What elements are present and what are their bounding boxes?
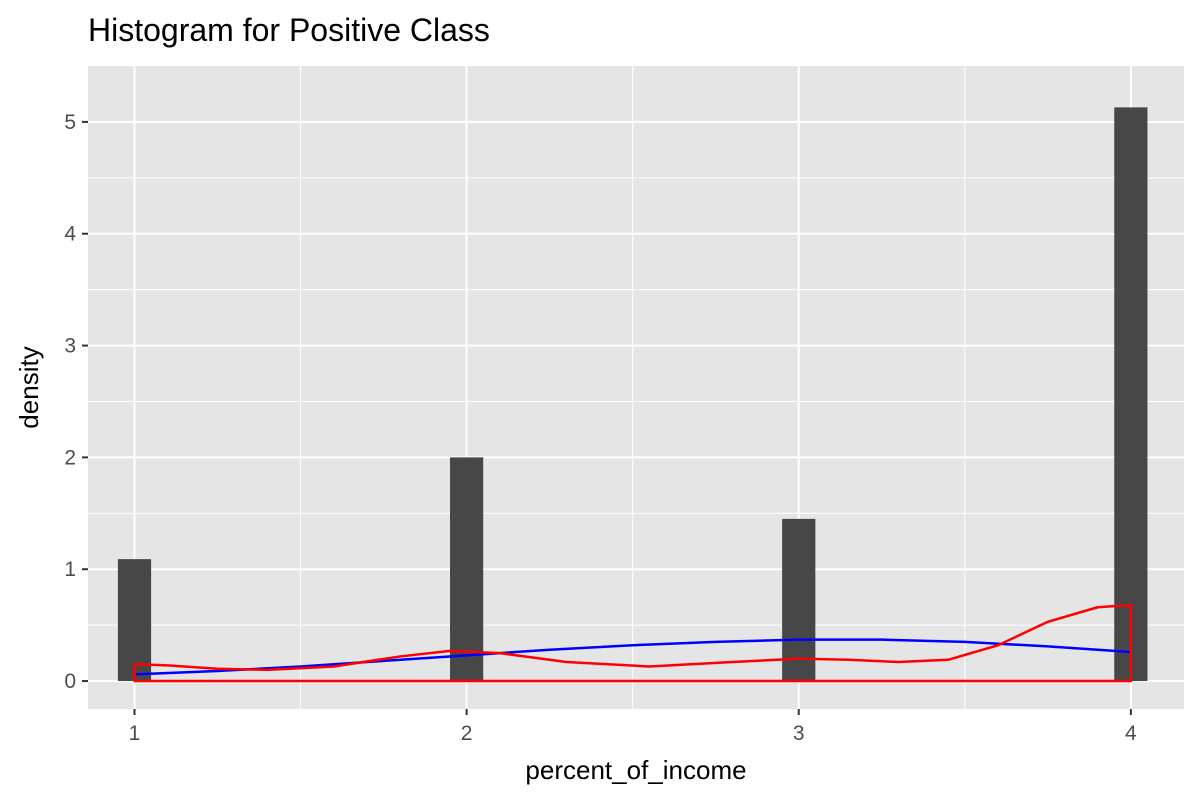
minor-gridlines xyxy=(88,66,1184,709)
y-axis-title: density xyxy=(14,346,44,428)
histogram-bar xyxy=(450,457,484,682)
y-tick-label: 5 xyxy=(64,111,76,134)
histogram-bar xyxy=(117,559,152,682)
x-tick-label: 1 xyxy=(129,722,141,745)
plot-panel xyxy=(88,66,1184,709)
y-tick-label: 3 xyxy=(64,335,76,358)
x-tick-label: 4 xyxy=(1125,722,1137,745)
x-tick-label: 3 xyxy=(793,722,805,745)
histogram-bar xyxy=(1114,107,1148,682)
density-curve-red xyxy=(133,603,1133,683)
histogram-bars xyxy=(117,107,1148,682)
axis-ticks: 1 2 3 4 0 1 2 3 4 5 xyxy=(64,111,1137,745)
y-tick-label: 4 xyxy=(64,223,76,246)
y-tick-label: 0 xyxy=(64,670,76,693)
histogram-bar xyxy=(782,518,816,682)
density-curve-blue xyxy=(134,638,1131,676)
density-lines xyxy=(133,603,1133,683)
y-tick-label: 2 xyxy=(64,446,76,469)
x-axis-title: percent_of_income xyxy=(525,755,746,785)
y-tick-label: 1 xyxy=(64,558,76,581)
chart-title: Histogram for Positive Class xyxy=(88,12,490,48)
x-tick-label: 2 xyxy=(461,722,473,745)
